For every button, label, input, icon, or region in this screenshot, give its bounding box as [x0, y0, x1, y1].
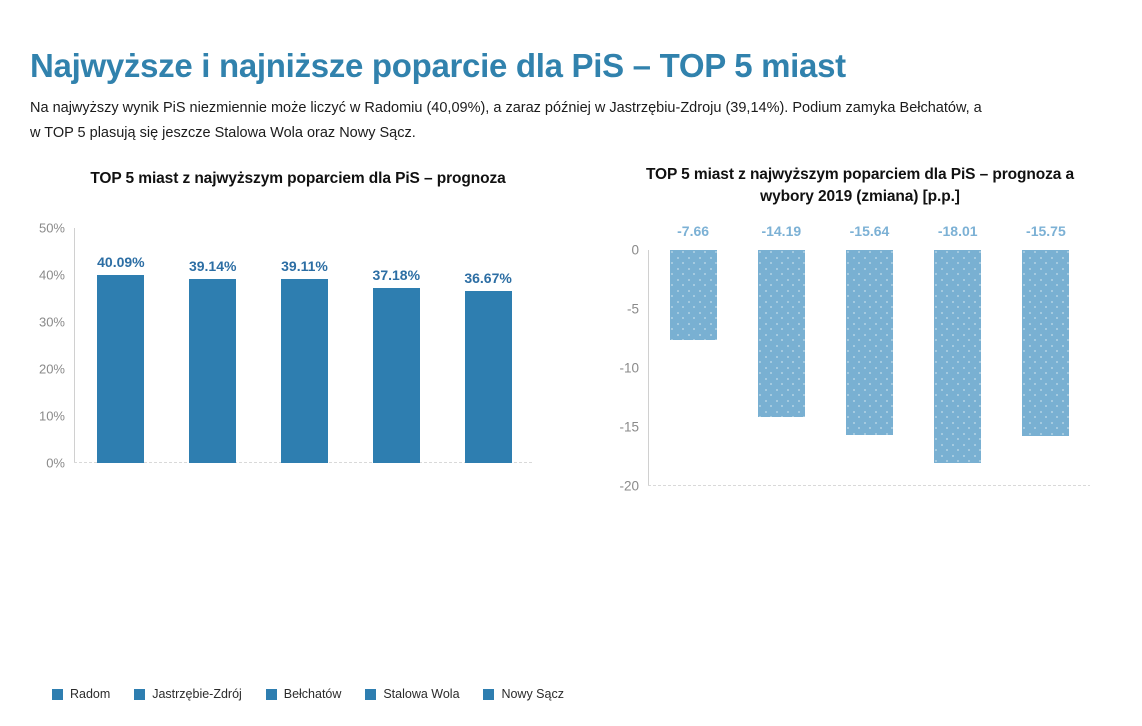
chart-left-ytick-0: 0% — [46, 455, 65, 471]
chart-left-ytick-30: 30% — [38, 314, 65, 330]
intro-paragraph: Na najwyższy wynik PiS niezmiennie może … — [30, 96, 1130, 146]
chart-left-bar-belchatow[interactable]: 39.11% — [280, 258, 328, 463]
intro-paragraph-line-1: Na najwyższy wynik PiS niezmiennie może … — [30, 100, 982, 116]
chart-right-ytick-m20: -20 — [619, 478, 639, 494]
legend-swatch-icon — [134, 688, 146, 700]
chart-right-bar-radom[interactable]: -7.66 — [669, 223, 717, 341]
chart-left-plot-area: 50% 40% 30% 20% 10% 0% 40.09% 39.14% — [39, 221, 534, 471]
chart-left-bar-label-nowy-sacz: 36.67% — [464, 269, 512, 286]
chart-left-bar-label-jastrzebie-zdroj: 39.14% — [188, 258, 237, 275]
chart-left-slot-jastrzebie-zdroj: 39.14% — [167, 228, 259, 463]
legend-left-item-radom[interactable]: Radom — [52, 687, 110, 701]
legend-left-item-jastrzebie-zdroj[interactable]: Jastrzębie-Zdrój — [134, 687, 242, 701]
chart-left-bars: 40.09% 39.14% 39.11% 37.18% — [75, 228, 534, 463]
chart-right-bar-stalowa-wola[interactable]: -18.01 — [934, 223, 982, 463]
chart-right-ytick-m5: -5 — [626, 301, 639, 317]
chart-left-bar-stalowa-wola[interactable]: 37.18% — [373, 267, 420, 463]
legend-left-label-nowy-sacz: Nowy Sącz — [501, 687, 564, 701]
chart-left-bar-radom[interactable]: 40.09% — [97, 254, 145, 463]
legend-left-item-nowy-sacz[interactable]: Nowy Sącz — [483, 687, 564, 701]
chart-left-ytick-40: 40% — [38, 267, 65, 283]
chart-left-bar-jastrzebie-zdroj[interactable]: 39.14% — [189, 258, 236, 463]
chart-left-ytick-50: 50% — [38, 220, 65, 236]
chart-right-slot-stalowa-wola: -18.01 — [914, 223, 1002, 486]
legend-swatch-icon — [52, 688, 63, 700]
chart-right-bar-label-stalowa-wola: -18.01 — [937, 223, 978, 239]
legend-swatch-icon — [483, 688, 495, 700]
chart-left-slot-nowy-sacz: 36.67% — [442, 228, 534, 463]
chart-left-ytick-20: 20% — [38, 361, 65, 377]
chart-left-legend: Radom Jastrzębie-Zdrój Bełchatów Stalowa… — [52, 687, 564, 701]
chart-right-slot-belchatow: -15.64 — [825, 223, 913, 486]
chart-right-bar-belchatow[interactable]: -15.64 — [846, 223, 893, 435]
chart-left-bar-label-stalowa-wola: 37.18% — [372, 267, 421, 284]
chart-left-title: TOP 5 miast z najwyższym poparciem dla P… — [90, 170, 506, 187]
chart-left-bar-nowy-sacz[interactable]: 36.67% — [464, 270, 512, 463]
chart-right-y-axis — [648, 250, 649, 486]
chart-right-bar-label-belchatow: -15.64 — [849, 223, 890, 239]
chart-left-bar-label-belchatow: 39.11% — [281, 258, 328, 275]
chart-left-bar-label-radom: 40.09% — [97, 253, 145, 270]
infographic-page: Najwyższe i najniższe poparcie dla PiS –… — [18, 47, 1140, 701]
chart-right-ytick-m15: -15 — [619, 419, 639, 435]
chart-left-y-axis — [74, 228, 75, 463]
chart-right-bar-nowy-sacz[interactable]: -15.75 — [1022, 223, 1070, 436]
chart-left-slot-radom: 40.09% — [75, 228, 167, 463]
intro-paragraph-line-2: w TOP 5 plasują się jeszcze Stalowa Wola… — [30, 125, 416, 141]
chart-right-x-axis — [648, 485, 1090, 486]
chart-right-ytick-0: 0 — [631, 242, 639, 258]
chart-right-bar-label-nowy-sacz: -15.75 — [1026, 223, 1066, 239]
chart-right-slot-nowy-sacz: -15.75 — [1002, 223, 1090, 486]
chart-right-ytick-m10: -10 — [619, 360, 639, 376]
chart-right-title: TOP 5 miast z najwyższym poparciem dla P… — [580, 164, 1140, 208]
chart-top5-support: TOP 5 miast z najwyższym poparciem dla P… — [18, 160, 578, 701]
legend-left-label-stalowa-wola: Stalowa Wola — [383, 687, 460, 701]
legend-left-label-radom: Radom — [70, 687, 111, 701]
chart-left-slot-stalowa-wola: 37.18% — [350, 228, 442, 463]
chart-right-slot-radom: -7.66 — [649, 223, 737, 486]
chart-right-slot-jastrzebie-zdroj: -14.19 — [737, 223, 825, 486]
chart-left-ytick-10: 10% — [38, 408, 65, 424]
chart-top5-change: TOP 5 miast z najwyższym poparciem dla P… — [580, 160, 1140, 590]
legend-left-item-belchatow[interactable]: Bełchatów — [265, 687, 342, 701]
chart-right-bar-label-radom: -7.66 — [677, 223, 710, 239]
chart-right-title-line-2: wybory 2019 (zmiana) [p.p.] — [760, 188, 960, 205]
legend-swatch-icon — [365, 688, 377, 700]
legend-left-item-stalowa-wola[interactable]: Stalowa Wola — [365, 687, 460, 701]
legend-swatch-icon — [265, 688, 277, 700]
page-title: Najwyższe i najniższe poparcie dla PiS –… — [30, 47, 846, 85]
chart-right-plot-area: 0 -5 -10 -15 -20 -7.66 -14.19 -1 — [619, 223, 1090, 494]
chart-right-title-line-1: TOP 5 miast z najwyższym poparciem dla P… — [645, 166, 1075, 183]
chart-right-bar-label-jastrzebie-zdroj: -14.19 — [761, 223, 802, 239]
legend-left-label-jastrzebie-zdroj: Jastrzębie-Zdrój — [152, 687, 242, 701]
chart-right-bars: -7.66 -14.19 -15.64 -18.01 — [649, 223, 1090, 486]
chart-left-slot-belchatow: 39.11% — [259, 228, 351, 463]
legend-left-label-belchatow: Bełchatów — [283, 687, 342, 701]
chart-right-bar-jastrzebie-zdroj[interactable]: -14.19 — [757, 223, 805, 418]
